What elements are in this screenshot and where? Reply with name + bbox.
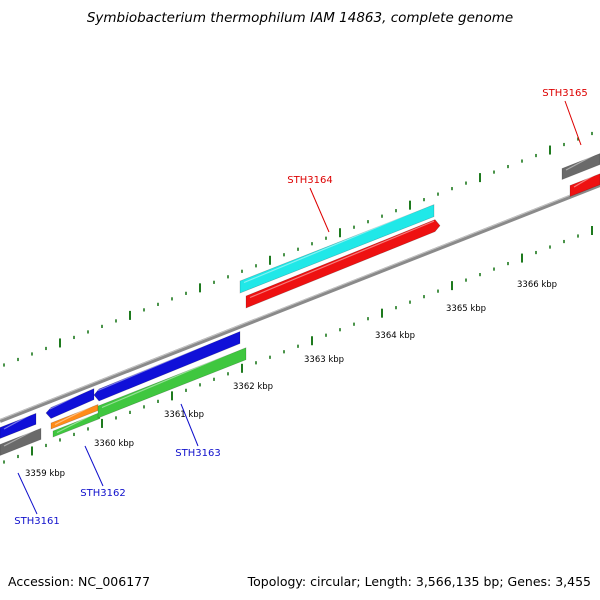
gene-bar-sth3164-cyan xyxy=(239,204,435,294)
gene-features xyxy=(0,153,600,456)
gene-bar-sth3162 xyxy=(45,388,95,419)
gene-bar-sth3162-shine xyxy=(49,389,89,410)
gene-bar-sth3162-green-shine xyxy=(56,413,95,434)
scale-label: 3361 kbp xyxy=(164,410,204,420)
scale-label: 3362 kbp xyxy=(233,382,273,392)
gene-bar-sth3163-green-shine xyxy=(101,348,241,409)
scale-label: 3365 kbp xyxy=(446,304,486,314)
gene-bar-sth3165-gray xyxy=(561,153,600,180)
topology-text: Topology: circular; Length: 3,566,135 bp… xyxy=(247,574,591,589)
gene-bar-sth3162-green xyxy=(52,412,101,438)
gene-bar-sth3163-shine xyxy=(97,332,235,392)
accession-text: Accession: NC_006177 xyxy=(8,574,150,589)
gene-leader-line xyxy=(180,403,199,447)
gene-leader-line xyxy=(564,100,582,146)
gene-label-sth3165[interactable]: STH3165 xyxy=(542,88,587,99)
gene-bar-sth3163-green xyxy=(97,347,247,419)
gene-bar-sth3164-cyan-shine xyxy=(243,205,429,284)
gene-bar-sth3165-red xyxy=(569,173,600,197)
scale-labels: 3359 kbp 3360 kbp 3361 kbp 3362 kbp 3363 kbp… xyxy=(25,280,557,479)
gene-leader-line xyxy=(84,445,104,487)
gene-bar-sth3164-red-shine xyxy=(249,220,435,299)
backbone-line xyxy=(0,183,600,423)
gene-leader-line xyxy=(309,187,330,233)
scale-label: 3366 kbp xyxy=(517,280,557,290)
gene-bar-sth3161-upper xyxy=(0,412,37,439)
gene-bar-sth3162-orange-shine xyxy=(54,405,93,426)
gene-label-sth3164[interactable]: STH3164 xyxy=(287,175,332,186)
backbone-highlight xyxy=(0,183,600,420)
gene-bar-sth3161-upper-shine xyxy=(3,414,31,430)
map-title: Symbiobacterium thermophilum IAM 14863, … xyxy=(87,10,513,26)
gene-bar-sth3161-lower xyxy=(0,427,42,456)
gene-labels: STH3161 STH3162 STH3163 STH3164 STH3165 xyxy=(14,88,587,527)
gene-bar-sth3163 xyxy=(93,331,241,402)
gene-bar-sth3161-lower-shine xyxy=(3,429,36,447)
gene-label-sth3161[interactable]: STH3161 xyxy=(14,516,59,527)
scale-label: 3359 kbp xyxy=(25,469,65,479)
scale-label: 3363 kbp xyxy=(304,355,344,365)
gene-bar-sth3165-red-shine xyxy=(573,174,595,188)
gene-leader-line xyxy=(17,472,38,515)
gene-label-sth3162[interactable]: STH3162 xyxy=(80,488,125,499)
gene-bar-sth3164-red xyxy=(245,219,441,309)
scale-label: 3364 kbp xyxy=(375,331,415,341)
tick-marks xyxy=(3,131,593,464)
gene-bar-sth3165-gray-shine xyxy=(565,154,595,171)
scale-label: 3360 kbp xyxy=(94,439,134,449)
genome-backbone xyxy=(0,183,600,423)
gene-label-sth3163[interactable]: STH3163 xyxy=(175,448,220,459)
